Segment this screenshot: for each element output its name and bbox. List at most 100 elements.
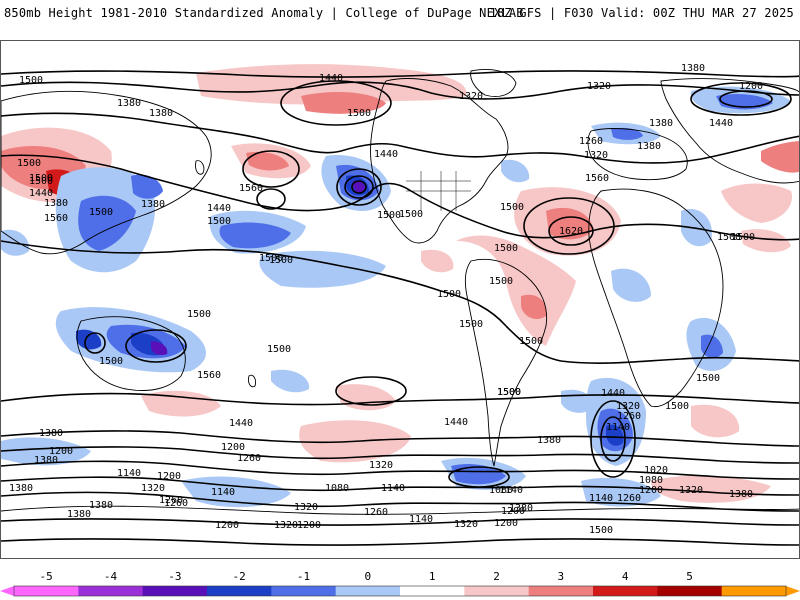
contour-label: 1620	[559, 226, 583, 237]
contour-label: 1380	[637, 141, 661, 152]
contour-label: 1500	[500, 202, 524, 213]
contour-label: 1560	[197, 370, 221, 381]
contour-label: 1440	[374, 149, 398, 160]
contour-label: 1500	[89, 207, 113, 218]
contour-label: 1500	[269, 255, 293, 266]
contour-label: 1260	[364, 507, 388, 518]
colorbar-tick-label: -2	[232, 570, 246, 583]
contour-label: 1560	[239, 183, 263, 194]
contour-label: 1380	[537, 435, 561, 446]
contour-label: 1500	[519, 336, 543, 347]
contour-label: 1500	[259, 253, 283, 264]
contour-label: 1500	[717, 232, 741, 243]
contour-label: 1260	[579, 136, 603, 147]
contour-label: 1380	[149, 108, 173, 119]
colorbar-tick-label: 4	[621, 570, 629, 583]
contour-label: 1380	[9, 483, 33, 494]
contour-label: 1500	[665, 401, 689, 412]
contour-label: 1500	[399, 209, 423, 220]
contour-label: 1140	[589, 493, 613, 504]
contour-label: 1200	[739, 81, 763, 92]
colorbar-tick-label: 2	[493, 570, 500, 583]
contour-label: 1500	[437, 289, 461, 300]
contour-label: 1320	[369, 460, 393, 471]
colorbar-tick-label: -1	[296, 570, 311, 583]
colorbar-min-arrow	[0, 586, 14, 596]
contour-label: 1500	[696, 373, 720, 384]
map-panel: 1440 1380 1380 1500 1500 1320 1320 1380 1200 1260…	[0, 40, 800, 559]
map-title: 850mb Height 1981-2010 Standardized Anom…	[4, 6, 524, 20]
contour-label: 1500	[29, 176, 53, 187]
colorbar-segment	[593, 586, 658, 596]
colorbar-segment	[335, 586, 401, 596]
contour-label: 1200	[297, 520, 321, 531]
contour-label: 1320	[587, 81, 611, 92]
contour-label: 1380	[729, 489, 753, 500]
contour-label: 1320	[454, 519, 478, 530]
contour-label: 1500	[267, 344, 291, 355]
contour-label: 1260	[617, 493, 641, 504]
contour-label: 1140	[381, 483, 405, 494]
contour-label: 1380	[67, 509, 91, 520]
colorbar-segment	[207, 586, 272, 596]
contour-label: 1380	[141, 199, 165, 210]
colorbar-max-arrow	[786, 586, 800, 596]
contour-label: 1260	[164, 498, 188, 509]
contour-label: 1260	[237, 453, 261, 464]
contour-label: 1440	[29, 188, 53, 199]
contour-label: 1260	[617, 411, 641, 422]
contour-label: 1500	[187, 309, 211, 320]
contour-label: 1140	[606, 422, 630, 433]
contour-label: 1440	[709, 118, 733, 129]
contour-label: 1500	[99, 356, 123, 367]
contour-label: 1500	[347, 108, 371, 119]
colorbar-tick-label: -3	[168, 570, 182, 583]
contour-label: 1380	[34, 455, 58, 466]
colorbar-scale	[0, 585, 800, 597]
colorbar-segment	[142, 586, 208, 596]
contour-label: 1500	[489, 276, 513, 287]
contour-label: 1440	[601, 388, 625, 399]
contour-label: 1320	[584, 150, 608, 161]
contour-label: 1380	[681, 63, 705, 74]
contour-label: 1320	[294, 502, 318, 513]
contour-label: 1200	[49, 446, 73, 457]
title-bar: 850mb Height 1981-2010 Standardized Anom…	[0, 0, 800, 32]
contour-label: 1500	[494, 243, 518, 254]
colorbar-tick-label: -4	[103, 570, 118, 583]
contour-label: 1500	[497, 387, 521, 398]
colorbar-segment	[271, 586, 337, 596]
contour-label: 1560	[585, 173, 609, 184]
contour-label: 1320	[274, 520, 298, 531]
contour-label: 1140	[409, 514, 433, 525]
contour-label: 1140	[499, 485, 523, 496]
colorbar-segment	[657, 586, 723, 596]
contour-label: 1320	[679, 485, 703, 496]
contour-label: 1440	[444, 417, 468, 428]
contour-label: 1380	[649, 118, 673, 129]
colorbar-segment	[78, 586, 144, 596]
contour-label: 1500	[731, 232, 755, 243]
contour-label: 1380	[117, 98, 141, 109]
contour-label: 1200	[494, 518, 518, 529]
contour-label: 1500	[207, 216, 231, 227]
contour-label: 1560	[44, 213, 68, 224]
contour-label: 1500	[589, 525, 613, 536]
contour-label: 1080	[639, 475, 663, 486]
contour-label: 1080	[489, 485, 513, 496]
contour-label: 1140	[117, 468, 141, 479]
colorbar-tick-label: -5	[39, 570, 53, 583]
contour-label: 1500	[19, 75, 43, 86]
contour-label: 1080	[325, 483, 349, 494]
colorbar-segment	[400, 586, 465, 596]
contour-label: 1380	[509, 503, 533, 514]
colorbar-tick-label: 5	[686, 570, 693, 583]
colorbar-segment	[464, 586, 530, 596]
contour-label: 1500	[497, 387, 521, 398]
colorbar-tick-label: 3	[557, 570, 565, 583]
contour-label: 1380	[89, 500, 113, 511]
colorbar-segment	[14, 586, 79, 596]
contour-label: 1200	[157, 471, 181, 482]
